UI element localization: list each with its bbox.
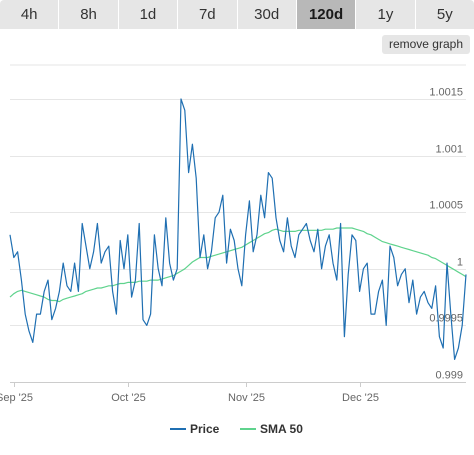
y-tick-label: 0.999: [435, 370, 463, 382]
tab-30d[interactable]: 30d: [237, 0, 297, 29]
tab-120d[interactable]: 120d: [296, 0, 357, 29]
legend-label[interactable]: Price: [190, 422, 220, 436]
tab-5y[interactable]: 5y: [415, 0, 474, 29]
series-line-sma-50: [9, 227, 467, 303]
chart-grid: [10, 64, 466, 383]
tab-1d[interactable]: 1d: [118, 0, 179, 29]
y-tick-label: 1.0005: [429, 200, 463, 212]
legend-label[interactable]: SMA 50: [260, 422, 303, 436]
timeframe-tabbar: 4h 8h 1d 7d 30d 120d 1y 5y: [0, 0, 474, 30]
x-axis: Sep '25 Oct '25 Nov '25 Dec '25: [0, 382, 466, 404]
chart-legend: Price SMA 50: [170, 422, 303, 436]
x-tick-label: Oct '25: [111, 392, 146, 404]
y-tick-label: 1.001: [435, 144, 463, 156]
tab-7d[interactable]: 7d: [178, 0, 238, 29]
tab-4h[interactable]: 4h: [0, 0, 60, 29]
x-tick-label: Nov '25: [228, 392, 265, 404]
y-tick-label: 1: [457, 257, 463, 269]
x-tick-label: Sep '25: [0, 392, 33, 404]
y-tick-label: 1.0015: [429, 87, 463, 99]
series-line-price: [9, 98, 467, 360]
chart-series: [9, 98, 467, 360]
y-axis-labels: 0.999 0.9995 1 1.0005 1.001 1.0015: [429, 87, 463, 382]
y-tick-label: 0.9995: [429, 313, 463, 325]
tab-1y[interactable]: 1y: [356, 0, 416, 29]
x-tick-label: Dec '25: [342, 392, 379, 404]
tab-8h[interactable]: 8h: [59, 0, 119, 29]
remove-graph-button[interactable]: remove graph: [381, 35, 470, 54]
